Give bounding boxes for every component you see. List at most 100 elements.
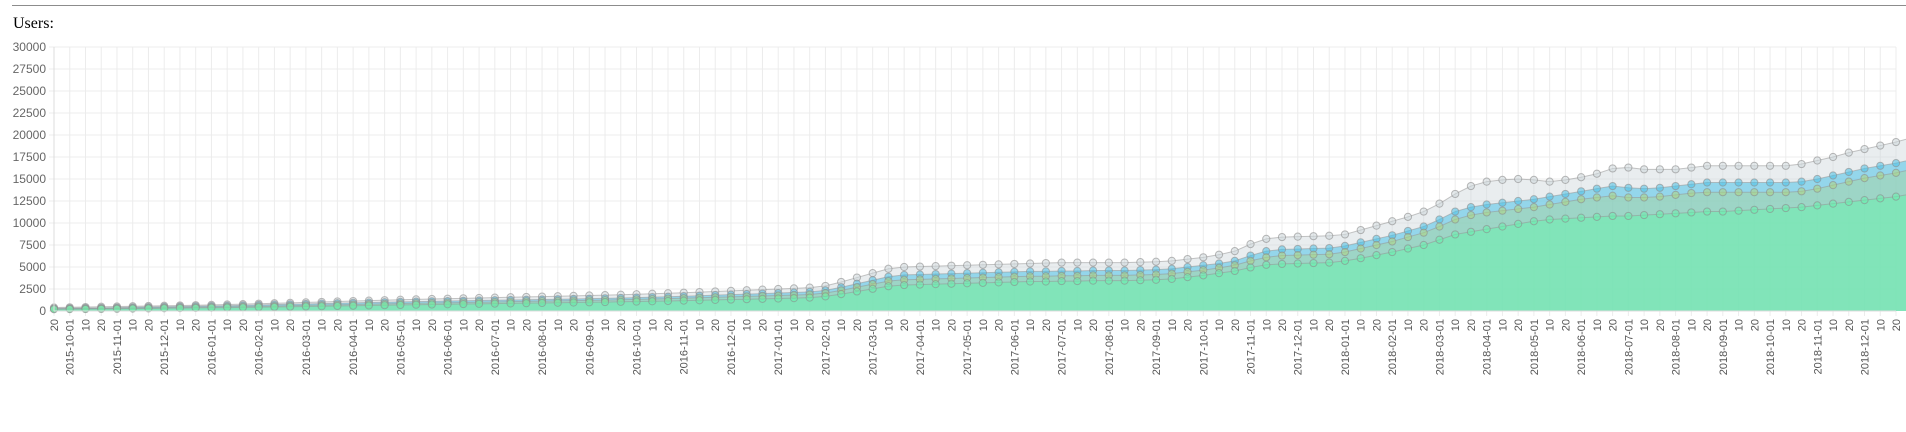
data-point <box>695 296 704 305</box>
data-point <box>459 299 468 309</box>
data-point <box>1797 187 1806 196</box>
x-tick-label: 2018-03-01 <box>1434 319 1446 375</box>
data-point <box>1356 225 1365 235</box>
data-point <box>207 303 216 312</box>
x-tick-label: 10 <box>175 319 187 331</box>
data-point <box>726 295 736 304</box>
data-point <box>1781 161 1790 170</box>
users-heading: Users: <box>13 15 54 32</box>
x-tick-label: 2018-01-01 <box>1340 319 1352 375</box>
x-tick-label: 20 <box>1466 319 1478 331</box>
data-point <box>427 300 436 309</box>
data-point <box>1592 193 1601 202</box>
data-point <box>1828 152 1838 162</box>
x-tick-label: 10 <box>1450 319 1462 331</box>
data-point <box>1860 144 1869 154</box>
data-point <box>1702 178 1712 187</box>
data-point <box>1026 259 1035 268</box>
data-point <box>1325 258 1334 267</box>
x-tick-label: 10 <box>789 319 801 331</box>
top-divider <box>12 5 1906 6</box>
x-tick-label: 2017-02-01 <box>820 319 832 375</box>
data-point <box>1277 251 1287 260</box>
x-tick-label: 2017-04-01 <box>915 319 927 375</box>
x-tick-label: 20 <box>946 319 958 331</box>
chart-axes: 20 2015-10-01 10 20 2015-11-01 10 20 2015-12-01… <box>13 40 1903 375</box>
y-tick-label: 17500 <box>13 150 47 164</box>
data-point <box>1466 203 1476 212</box>
data-point <box>1073 258 1082 267</box>
data-point <box>1813 184 1822 193</box>
x-tick-label: 10 <box>1025 319 1037 331</box>
data-point <box>1561 175 1570 184</box>
data-point <box>1183 254 1192 264</box>
data-point <box>1813 174 1822 184</box>
x-tick-label: 10 <box>364 319 376 331</box>
data-point <box>789 294 799 303</box>
x-tick-label: 20 <box>1844 319 1856 331</box>
data-point <box>1671 190 1680 199</box>
x-tick-label: 10 <box>647 319 659 331</box>
data-point <box>1545 177 1554 186</box>
data-point <box>1262 253 1271 262</box>
data-point <box>1608 191 1617 200</box>
data-point <box>1655 192 1664 201</box>
data-point <box>1466 181 1476 191</box>
x-tick-label: 2016-01-01 <box>206 319 218 375</box>
data-point <box>1561 189 1570 199</box>
x-tick-label: 2017-05-01 <box>962 319 974 375</box>
data-point <box>1687 163 1696 172</box>
data-point <box>1624 183 1633 192</box>
x-tick-label: 20 <box>474 319 486 331</box>
x-tick-label: 20 <box>805 319 817 331</box>
x-tick-label: 2018-11-01 <box>1812 319 1824 374</box>
data-point <box>1608 164 1617 173</box>
x-tick-label: 20 <box>1324 319 1336 331</box>
x-tick-label: 20 <box>380 319 392 331</box>
data-point <box>1466 227 1476 236</box>
x-tick-label: 20 <box>96 319 108 331</box>
data-point <box>1640 165 1649 174</box>
data-point <box>1655 183 1664 192</box>
x-tick-label: 2016-05-01 <box>395 319 407 375</box>
x-tick-label: 2017-10-01 <box>1198 319 1210 375</box>
data-point <box>1167 256 1176 265</box>
data-point <box>1592 184 1601 193</box>
data-point <box>1435 222 1444 231</box>
data-point <box>1687 188 1696 198</box>
data-point <box>1136 276 1145 285</box>
data-point <box>774 294 783 303</box>
data-point <box>553 298 562 307</box>
x-tick-label: 20 <box>1797 319 1809 331</box>
data-point <box>443 300 452 309</box>
x-tick-label: 20 <box>1041 319 1053 331</box>
x-tick-label: 2015-10-01 <box>65 319 77 375</box>
data-point <box>1340 247 1350 257</box>
y-tick-label: 5000 <box>19 260 46 274</box>
data-point <box>1356 254 1365 263</box>
data-point <box>1214 269 1224 278</box>
data-point <box>522 299 531 308</box>
y-tick-label: 20000 <box>13 128 47 142</box>
data-point <box>821 292 830 301</box>
data-point <box>1325 231 1334 240</box>
x-tick-label: 2015-11-01 <box>112 319 124 374</box>
x-tick-label: 2016-04-01 <box>348 319 360 375</box>
data-point <box>1372 221 1381 230</box>
x-tick-label: 2018-10-01 <box>1765 319 1777 375</box>
data-point <box>1891 168 1901 177</box>
x-tick-label: 10 <box>1781 319 1793 331</box>
data-point <box>238 303 248 312</box>
data-point <box>1041 258 1050 268</box>
data-point <box>1734 178 1743 187</box>
data-point <box>1891 137 1901 147</box>
data-point <box>1718 161 1727 170</box>
x-tick-label: 10 <box>931 319 943 331</box>
data-point <box>1750 178 1759 187</box>
data-point <box>333 301 342 311</box>
data-point <box>1073 276 1082 286</box>
x-tick-label: 2017-01-01 <box>773 319 785 375</box>
y-tick-label: 15000 <box>13 172 47 186</box>
x-tick-label: 10 <box>1072 319 1084 331</box>
data-point <box>1750 161 1759 170</box>
